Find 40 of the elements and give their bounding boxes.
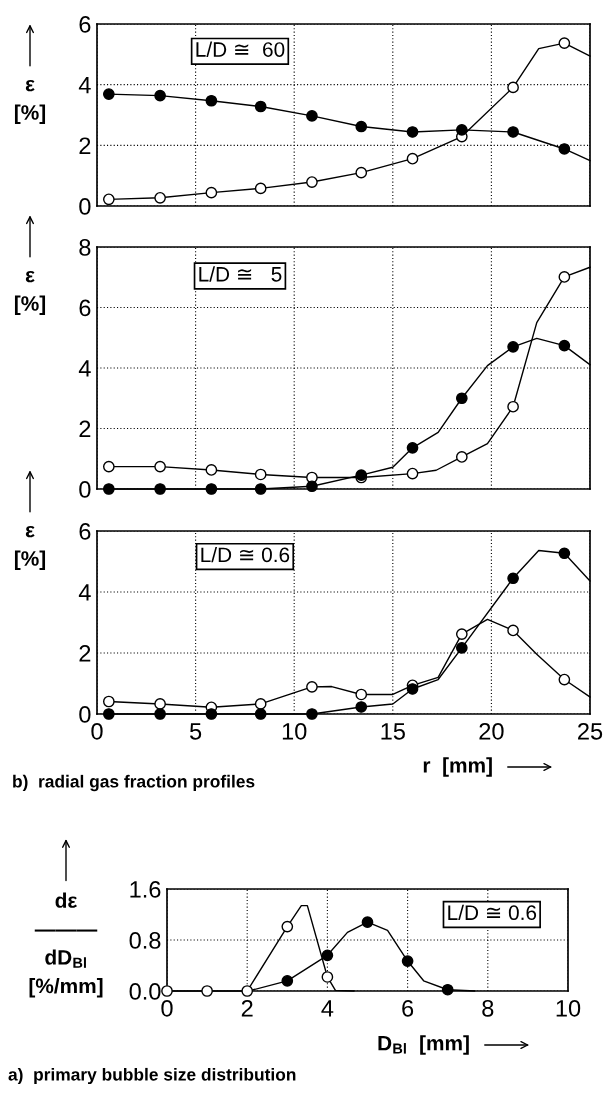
y-tick-label: 6 <box>79 523 91 540</box>
x-tick-label: 5 <box>189 723 202 740</box>
x-tick-label: 25 <box>578 722 603 740</box>
y-tick-label: 4 <box>78 584 91 601</box>
y-tick-label: 0 <box>79 198 91 215</box>
annotation: L/D ≅ 0.6 <box>448 904 537 921</box>
x-tick-label: 10 <box>556 999 581 1017</box>
x-tick-label: 15 <box>381 723 405 740</box>
y-tick-label: 0 <box>79 481 91 498</box>
x-tick-label: 6 <box>402 999 414 1017</box>
y-tick-label: 6 <box>79 299 91 317</box>
y-axis-title: ε [%] <box>14 270 46 315</box>
x-tick-label: 0 <box>91 722 103 740</box>
x-axis-title: r [mm] <box>423 757 492 777</box>
x-tick-label: 8 <box>482 999 494 1017</box>
x-tick-label: 10 <box>282 722 307 740</box>
y-tick-label: 0.8 <box>129 932 161 949</box>
y-axis-title: ε [%] <box>14 79 46 124</box>
annotation: L/D ≅ 60 <box>196 41 285 57</box>
y-tick-label: 2 <box>79 645 91 662</box>
x-tick-label: 4 <box>321 1000 334 1017</box>
annotation: L/D ≅ 5 <box>199 266 282 282</box>
y-tick-label: 4 <box>78 360 91 377</box>
x-tick-label: 0 <box>161 999 173 1017</box>
x-axis-title: D$_{Bl}$ [mm] <box>378 1035 469 1055</box>
y-tick-label: 6 <box>79 16 91 33</box>
y-axis-title: ε [%] <box>14 525 46 570</box>
x-tick-label: 2 <box>241 999 253 1017</box>
y-axis-title: dε ――― dD$_{Bl}$ [%/mm] <box>29 892 103 998</box>
y-tick-label: 8 <box>79 239 91 256</box>
text: a) primary bubble size distribution <box>8 1067 296 1085</box>
x-tick-label: 20 <box>479 722 504 740</box>
annotation: L/D ≅ 0.6 <box>201 546 290 563</box>
y-tick-label: 4 <box>78 76 91 94</box>
y-tick-label: 0.0 <box>129 983 161 1000</box>
y-tick-label: 2 <box>79 420 91 438</box>
y-tick-label: 0 <box>79 706 91 723</box>
y-tick-label: 2 <box>79 137 91 154</box>
y-tick-label: 1.6 <box>130 881 161 898</box>
text: b) radial gas fraction profiles <box>13 774 255 792</box>
